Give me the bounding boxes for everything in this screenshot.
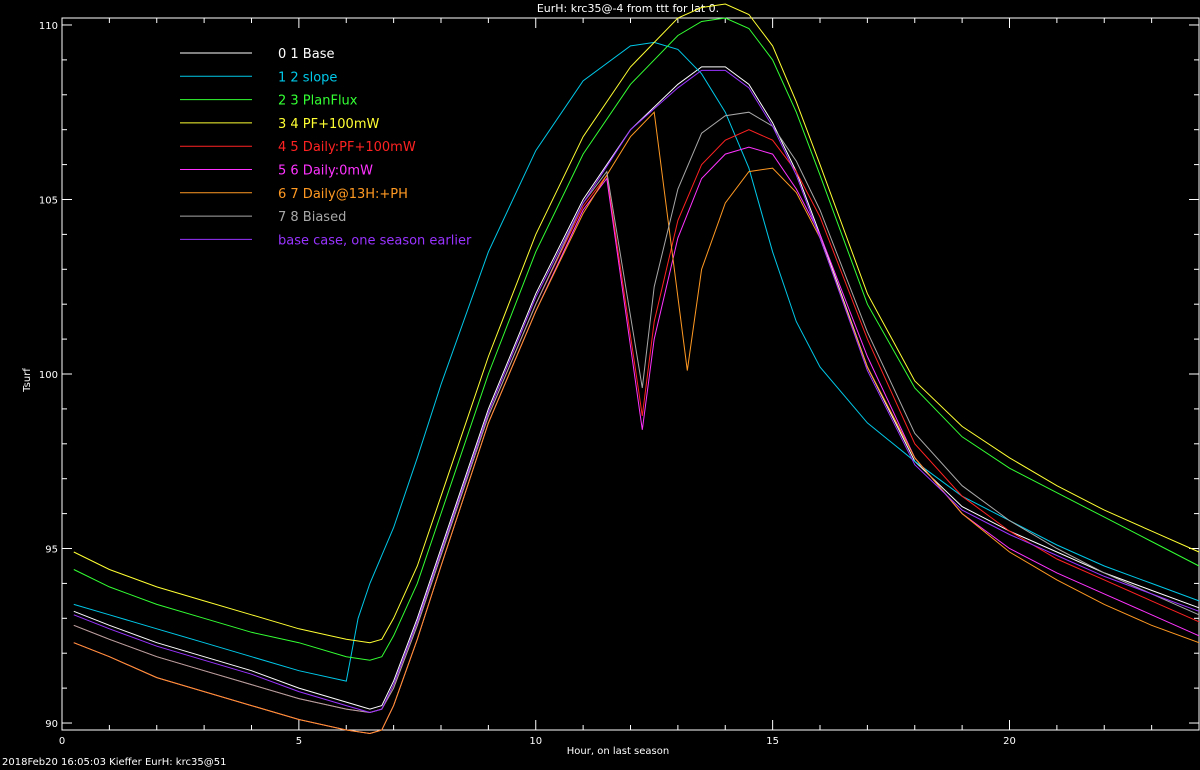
series-line-4 [73,129,1200,714]
x-tick-label: 0 [59,736,65,747]
series-line-8 [73,69,1200,714]
x-tick-label: 10 [529,736,542,747]
y-tick-label: 105 [39,195,58,206]
axis-ticks: 0 5 10 15 20 90 95 100 105 110 [39,18,1200,747]
series-line-5 [73,146,1200,735]
legend-label: base case, one season earlier [278,233,472,248]
series-line-3 [73,3,1200,644]
y-tick-label: 95 [45,545,58,556]
legend-label: 5 6 Daily:0mW [278,164,373,179]
series-line-2 [73,17,1200,661]
footer-stamp: 2018Feb20 16:05:03 Kieffer EurH: krc35@5… [2,757,227,768]
y-tick-label: 110 [39,21,58,32]
y-tick-label: 100 [39,370,58,381]
series-line-7 [73,111,1200,714]
legend-label: 0 1 Base [278,47,334,62]
x-tick-label: 15 [766,736,779,747]
legend-label: 6 7 Daily@13H:+PH [278,187,408,202]
series-line-1 [73,41,1200,682]
legend-label: 4 5 Daily:PF+100mW [278,140,416,155]
plot-frame [61,17,1200,731]
series-line-6 [73,111,1200,735]
legend: 0 1 Base 1 2 slope 2 3 PlanFlux 3 4 PF+100m… [180,47,472,248]
legend-label: 2 3 PlanFlux [278,94,358,109]
series-lines [73,3,1200,735]
legend-label: 1 2 slope [278,70,337,85]
x-tick-label: 20 [1003,736,1016,747]
y-axis-label: Tsurf [22,368,33,393]
legend-label: 7 8 Biased [278,210,346,225]
x-tick-label: 5 [296,736,302,747]
legend-label: 3 4 PF+100mW [278,117,379,132]
y-tick-label: 90 [45,719,58,730]
chart-title: EurH: krc35@-4 from ttt for lat 0. [537,2,719,15]
x-axis-label: Hour, on last season [567,746,669,757]
